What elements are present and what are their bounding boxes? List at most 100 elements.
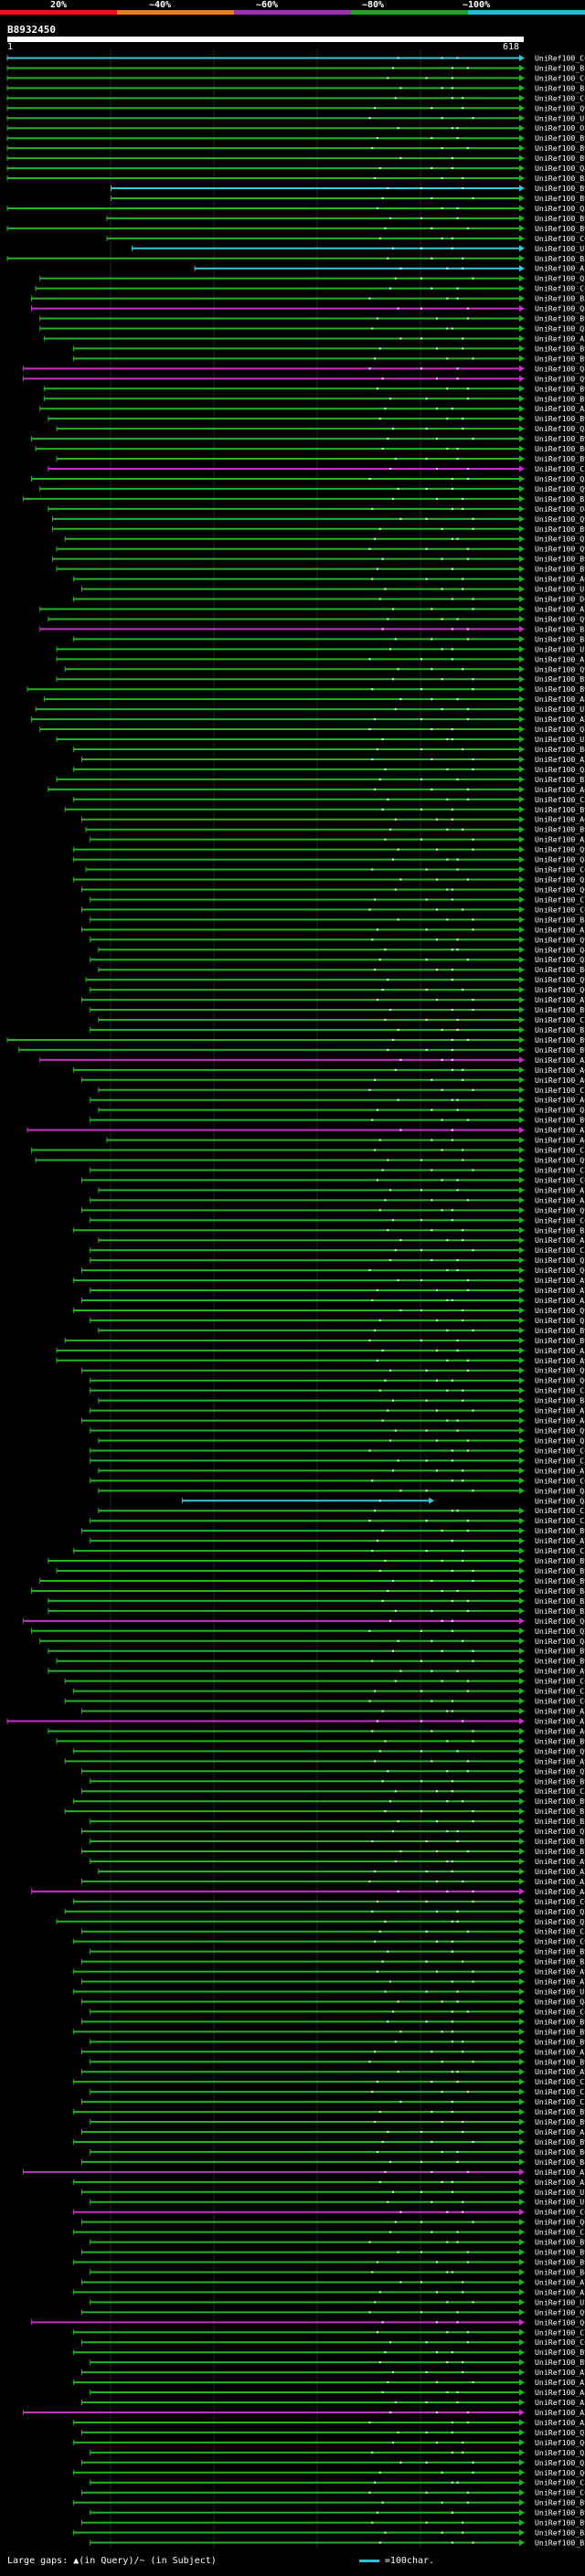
hit-row[interactable]: UniRef100_C6T5H0	[106, 234, 585, 243]
hit-label[interactable]: UniRef100_C6L1Y2	[535, 2208, 585, 2217]
hit-row[interactable]: UniRef100_C6LRH2	[35, 284, 585, 293]
hit-row[interactable]: UniRef100_A2ZC57	[80, 2047, 585, 2056]
hit-label[interactable]: UniRef100_B9GZC3	[535, 154, 585, 163]
hit-label[interactable]: UniRef100_B2ZGG8	[535, 83, 585, 92]
hit-row[interactable]: UniRef100_Q6Z022	[72, 2438, 585, 2447]
hit-label[interactable]: UniRef100_B9T3V2	[535, 2017, 585, 2026]
hit-row[interactable]: UniRef100_A0SPJ6	[80, 815, 585, 824]
hit-label[interactable]: UniRef100_A4V2M0	[535, 1416, 585, 1426]
hit-row[interactable]: UniRef100_B9SHU6	[80, 2248, 585, 2257]
hit-label[interactable]: UniRef100_A3CEG7	[535, 1346, 585, 1355]
hit-row[interactable]: UniRef100_B8LLZ9	[98, 1396, 585, 1405]
hit-row[interactable]: UniRef100_A7NZH1	[31, 715, 585, 724]
hit-label[interactable]: UniRef100_Q9ZVY3	[535, 1205, 585, 1214]
hit-row[interactable]: UniRef100_O22790	[6, 123, 585, 133]
hit-label[interactable]: UniRef100_B9IPL8	[535, 414, 585, 423]
hit-label[interactable]: UniRef100_A5C500	[535, 404, 585, 413]
hit-row[interactable]: UniRef100_A9PF16	[48, 1667, 585, 1676]
hit-row[interactable]: UniRef100_A5C500	[39, 404, 585, 413]
hit-label[interactable]: UniRef100_C5Y686	[535, 1927, 585, 1936]
hit-label[interactable]: UniRef100_Q8LHY7	[535, 304, 585, 313]
hit-row[interactable]: UniRef100_B9SI11	[72, 2137, 585, 2147]
hit-label[interactable]: UniRef100_B2ZGR9	[535, 1847, 585, 1856]
hit-row[interactable]: UniRef100_B9HQT5	[6, 133, 585, 143]
hit-label[interactable]: UniRef100_C6SN58	[535, 865, 585, 875]
hit-label[interactable]: UniRef100_A2Z3V5	[535, 2178, 585, 2187]
hit-row[interactable]: UniRef100_C3RVA6	[90, 1456, 585, 1465]
hit-row[interactable]: UniRef100_B9N2B6	[51, 525, 585, 534]
hit-label[interactable]: UniRef100_B3S1N8	[535, 1817, 585, 1826]
hit-label[interactable]: UniRef100_B9SI11	[535, 2137, 585, 2147]
hit-label[interactable]: UniRef100_A7QT45	[535, 2378, 585, 2387]
hit-row[interactable]: UniRef100_Q9LPT3	[35, 1156, 585, 1165]
hit-label[interactable]: UniRef100_C0PNU1	[535, 1937, 585, 1946]
hit-label[interactable]: UniRef100_B9N2B6	[535, 525, 585, 534]
hit-row[interactable]: UniRef100_Q9SQL0	[80, 1366, 585, 1375]
hit-label[interactable]: UniRef100_Q94834	[535, 545, 585, 554]
hit-row[interactable]: UniRef100_C6T7S0	[64, 1677, 585, 1686]
hit-row[interactable]: UniRef100_Q8LRL5	[72, 855, 585, 864]
hit-row[interactable]: UniRef100_Q9FF15	[72, 1306, 585, 1315]
hit-label[interactable]: UniRef100_A5BNU8	[535, 1195, 585, 1204]
hit-row[interactable]: UniRef100_C5XN76	[90, 1386, 585, 1395]
hit-row[interactable]: UniRef100_A7PMM2	[194, 264, 585, 273]
hit-row[interactable]: UniRef100_B9S2U8	[90, 2238, 585, 2247]
hit-row[interactable]: UniRef100_A9T4L2	[72, 1967, 585, 1977]
hit-row[interactable]: UniRef100_B9S0N1	[64, 805, 585, 814]
hit-label[interactable]: UniRef100_C6T5H0	[535, 234, 585, 243]
hit-row[interactable]: UniRef100_B2ZGR7	[72, 1225, 585, 1235]
hit-row[interactable]: UniRef100_A7P6D4	[90, 1406, 585, 1415]
hit-row[interactable]: UniRef100_B9H129	[72, 1797, 585, 1806]
hit-row[interactable]: UniRef100_Q51GR9	[6, 204, 585, 213]
hit-row[interactable]: UniRef100_A7QML1	[98, 1185, 585, 1194]
hit-row[interactable]: UniRef100_C5Y4K1	[90, 2087, 585, 2096]
hit-row[interactable]: UniRef100_B9FZ20	[90, 2037, 585, 2046]
hit-label[interactable]: UniRef100_A7P1P5	[535, 755, 585, 764]
hit-label[interactable]: UniRef100_A2ZGL4	[535, 2287, 585, 2296]
hit-row[interactable]: UniRef100_B9MTA7	[27, 684, 585, 694]
hit-row[interactable]: UniRef100_C0J1R5	[80, 1175, 585, 1184]
hit-label[interactable]: UniRef100_Q9FF15	[535, 1306, 585, 1315]
hit-row[interactable]: UniRef100_B9FPP1	[90, 1947, 585, 1956]
hit-row[interactable]: UniRef100_Q94834	[56, 545, 585, 554]
hit-label[interactable]: UniRef100_A7NVV9	[535, 1977, 585, 1987]
hit-label[interactable]: UniRef100_B9RR97	[535, 194, 585, 203]
hit-row[interactable]: UniRef100_A7NNF8	[80, 2277, 585, 2286]
hit-label[interactable]: UniRef100_B2ZGQ4	[535, 1596, 585, 1606]
hit-row[interactable]: UniRef100_C6TG16	[90, 1446, 585, 1455]
hit-row[interactable]: UniRef100_Q5QM36	[72, 765, 585, 774]
hit-label[interactable]: UniRef100_A7PMM2	[535, 264, 585, 273]
hit-row[interactable]: UniRef100_Q2Q5R3	[64, 1907, 585, 1916]
hit-label[interactable]: UniRef100_C0J1R1	[535, 2337, 585, 2347]
hit-label[interactable]: UniRef100_Q8LAY7	[535, 1106, 585, 1115]
hit-row[interactable]: UniRef100_Q5NRN2	[72, 875, 585, 885]
hit-label[interactable]: UniRef100_A2ZC57	[535, 2047, 585, 2056]
hit-label[interactable]: UniRef100_C3RUA7	[535, 1687, 585, 1696]
hit-row[interactable]: UniRef100_Q2X5F5	[56, 1917, 585, 1926]
hit-label[interactable]: UniRef100_B9I7P3	[535, 214, 585, 223]
hit-label[interactable]: UniRef100_B2ZGQ8	[535, 775, 585, 784]
hit-row[interactable]: UniRef100_C0IN04	[6, 53, 585, 62]
hit-label[interactable]: UniRef100_B2ZGR6	[535, 494, 585, 504]
hit-row[interactable]: UniRef100_UP1000...	[35, 705, 585, 714]
hit-row[interactable]: UniRef100_B9I3W7	[6, 224, 585, 233]
hit-row[interactable]: UniRef100_Q9Z234	[22, 374, 585, 383]
hit-row[interactable]: UniRef100_C5BBN1	[48, 464, 585, 473]
hit-row[interactable]: UniRef100_B9U513	[51, 555, 585, 564]
hit-row[interactable]: UniRef100_A7Q7R6	[98, 1466, 585, 1475]
hit-label[interactable]: UniRef100_Q9Z234	[535, 374, 585, 383]
hit-row[interactable]: UniRef100_A2WNE1	[80, 925, 585, 934]
hit-row[interactable]: UniRef100_B2ZGQ2	[48, 1606, 585, 1616]
hit-label[interactable]: UniRef100_A5N566	[535, 1867, 585, 1876]
hit-row[interactable]: UniRef100_A4HRC1	[31, 1887, 585, 1896]
hit-label[interactable]: UniRef100_A9PF16	[535, 1667, 585, 1676]
hit-label[interactable]: UniRef100_C6LSP8	[535, 1897, 585, 1906]
hit-label[interactable]: UniRef100_Q2RB40	[535, 1256, 585, 1265]
hit-row[interactable]: UniRef100_Q8H7M1	[39, 725, 585, 734]
hit-label[interactable]: UniRef100_Q6Y5S2	[535, 1617, 585, 1626]
hit-row[interactable]: UniRef100_A0SPJ7	[48, 785, 585, 794]
hit-row[interactable]: UniRef100_C5W574	[90, 2478, 585, 2487]
hit-row[interactable]: UniRef100_A7P1H8	[90, 1286, 585, 1295]
hit-label[interactable]: UniRef100_B9S679	[535, 2027, 585, 2036]
hit-label[interactable]: UniRef100_B3S139	[535, 2528, 585, 2538]
